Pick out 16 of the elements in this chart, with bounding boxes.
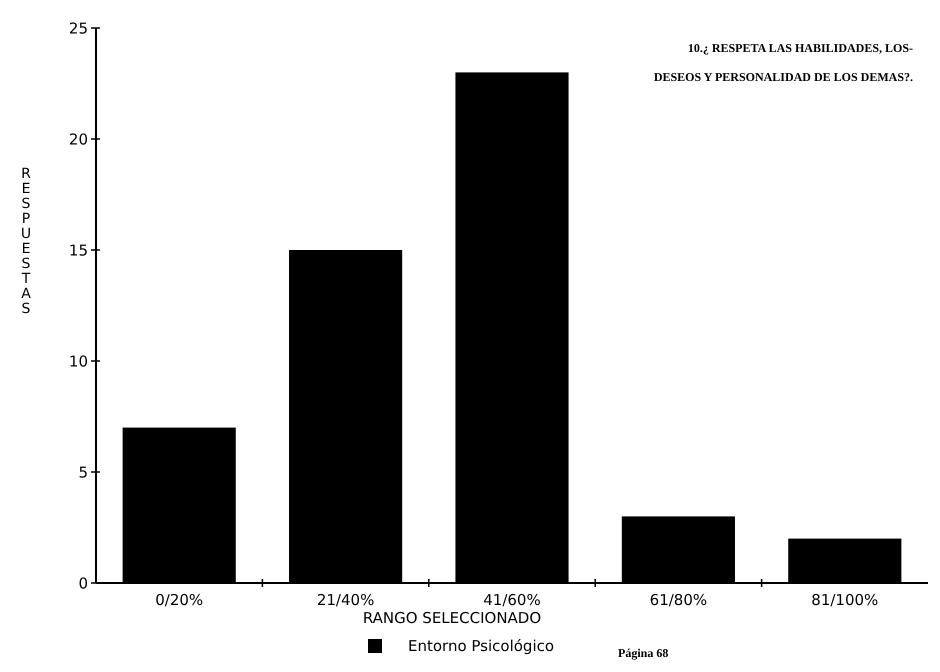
text: RESPUESTAS xyxy=(20,166,32,317)
y-tick-label: 5 xyxy=(78,463,88,482)
chart-title: 10.¿ RESPETA LAS HABILIDADES, LOS- DESEOS Y PERSONALIDAD DE LOS DEMAS?. xyxy=(654,41,913,84)
y-tick-label: 0 xyxy=(78,574,88,592)
x-tick-label: 61/80% xyxy=(650,591,708,609)
y-tick-label: 10 xyxy=(68,352,88,370)
x-axis-title: RANGO SELECCIONADO xyxy=(362,609,542,627)
y-tick-label: 20 xyxy=(68,130,88,148)
x-tick-label: 81/100% xyxy=(811,591,878,609)
text: Página 68 xyxy=(618,646,668,660)
x-tick-label: 0/20% xyxy=(155,591,204,609)
x-tick-label: 21/40% xyxy=(316,591,374,609)
legend-label: Entorno Psicológico xyxy=(408,637,554,655)
y-tick-label: 25 xyxy=(68,19,88,38)
x-tick-label: 41/60% xyxy=(483,591,541,609)
y-tick-label: 15 xyxy=(68,241,88,260)
